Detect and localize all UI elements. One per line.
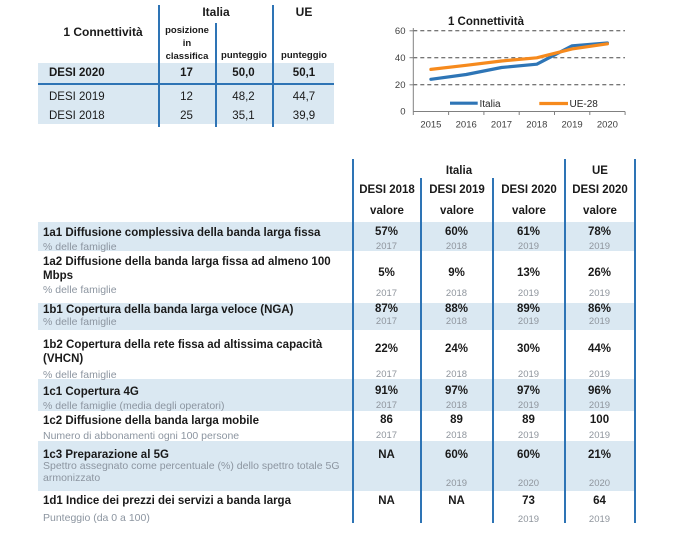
- svg-text:60: 60: [395, 26, 406, 37]
- svg-text:2017: 2017: [491, 120, 512, 131]
- svg-text:UE-28: UE-28: [570, 99, 599, 110]
- svg-text:20: 20: [395, 80, 406, 91]
- svg-text:2016: 2016: [456, 120, 477, 131]
- svg-text:40: 40: [395, 53, 406, 64]
- svg-text:Italia: Italia: [480, 99, 502, 110]
- svg-text:2019: 2019: [562, 120, 583, 131]
- svg-text:2018: 2018: [526, 120, 547, 131]
- svg-text:2015: 2015: [420, 120, 441, 131]
- svg-text:1 Connettività: 1 Connettività: [448, 16, 525, 28]
- svg-text:0: 0: [400, 107, 405, 118]
- svg-text:2020: 2020: [597, 120, 618, 131]
